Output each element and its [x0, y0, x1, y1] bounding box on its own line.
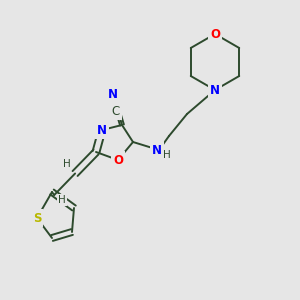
Text: O: O	[210, 28, 220, 40]
Text: H: H	[63, 158, 71, 169]
Text: N: N	[97, 124, 107, 136]
Text: N: N	[108, 88, 118, 101]
Text: O: O	[113, 154, 123, 166]
Text: N: N	[152, 143, 162, 157]
Text: C: C	[112, 105, 120, 118]
Text: N: N	[210, 83, 220, 97]
Text: H: H	[58, 195, 66, 205]
Text: H: H	[163, 150, 171, 160]
Text: S: S	[33, 212, 41, 224]
